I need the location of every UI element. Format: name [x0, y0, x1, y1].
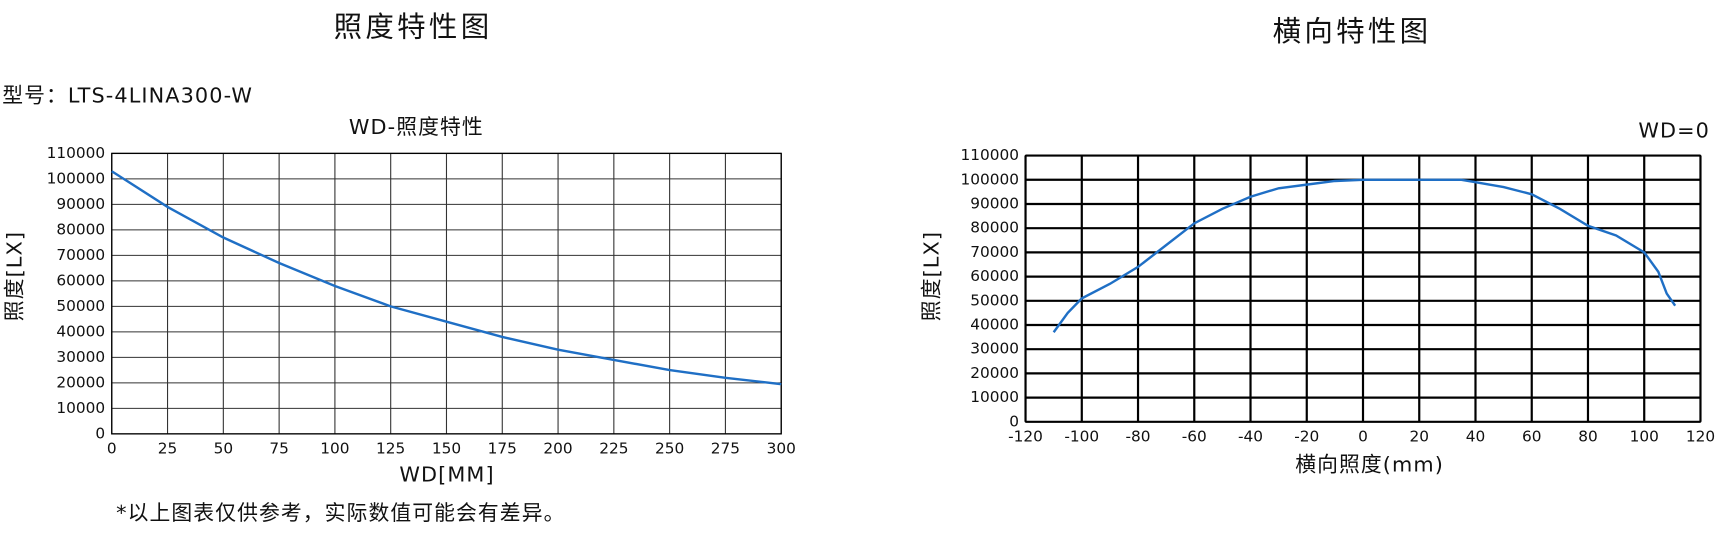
line	[111, 170, 782, 386]
y-tick-label: 100000	[960, 170, 1019, 188]
x-tick-label: 150	[432, 440, 461, 458]
plot-frame	[1024, 154, 1702, 423]
annotation: WD=0	[1638, 118, 1710, 142]
x-tick-label: 125	[376, 440, 405, 458]
heading: 横向特性图	[1273, 15, 1432, 48]
y-tick-label: 20000	[56, 373, 105, 391]
y-tick-label: 70000	[56, 246, 105, 264]
y-tick-label: 110000	[960, 146, 1019, 164]
y-tick-label: 30000	[56, 348, 105, 366]
x-tick-label: 250	[655, 440, 684, 458]
x-tick-label: -80	[1126, 428, 1151, 446]
y-tick-label: 90000	[970, 194, 1019, 212]
y-tick-label: 50000	[56, 297, 105, 315]
y-tick-label: 50000	[970, 291, 1019, 309]
x-tick-label: 300	[767, 440, 796, 458]
x-tick-label: 75	[269, 440, 289, 458]
x-tick-label: 0	[107, 440, 117, 458]
x-label: 横向照度(mm)	[1295, 453, 1444, 477]
y-tick-label: 80000	[970, 219, 1019, 237]
y-tick-label: 70000	[970, 243, 1019, 261]
y-tick-label: 0	[1009, 412, 1019, 430]
y-tick-label: 30000	[970, 340, 1019, 358]
x-tick-label: 0	[1358, 428, 1368, 446]
heading: 照度特性图	[334, 10, 493, 43]
x-tick-label: 80	[1578, 428, 1598, 446]
y-tick-label: 100000	[47, 169, 106, 187]
y-tick-label: 110000	[47, 144, 106, 162]
x-tick-label: 275	[711, 440, 740, 458]
x-tick-label: 100	[320, 440, 349, 458]
x-tick-label: 20	[1409, 428, 1429, 446]
x-tick-label: 200	[543, 440, 572, 458]
x-tick-label: 100	[1630, 428, 1659, 446]
y-tick-label: 40000	[970, 315, 1019, 333]
y-tick-label: 60000	[970, 267, 1019, 285]
y-tick-label: 90000	[56, 195, 105, 213]
x-tick-label: -120	[1008, 428, 1043, 446]
note: *以上图表仅供参考，实际数值可能会有差异。	[116, 501, 565, 525]
x-tick-label: 175	[488, 440, 517, 458]
y-tick-label: 10000	[56, 399, 105, 417]
x-tick-label: 25	[158, 440, 178, 458]
y-label: 照度[LX]	[919, 231, 943, 321]
y-tick-label: 10000	[970, 388, 1019, 406]
model: 型号：LTS-4LINA300-W	[2, 83, 253, 107]
y-tick-label: 20000	[970, 364, 1019, 382]
line	[1052, 178, 1677, 333]
y-label: 照度[LX]	[2, 231, 26, 321]
x-tick-label: -100	[1064, 428, 1099, 446]
y-tick-label: 0	[95, 424, 105, 442]
chart-title: WD-照度特性	[349, 115, 484, 139]
y-tick-label: 40000	[56, 322, 105, 340]
x-tick-label: 225	[599, 440, 628, 458]
y-tick-label: 80000	[56, 220, 105, 238]
x-tick-label: -60	[1182, 428, 1207, 446]
x-tick-label: 40	[1466, 428, 1486, 446]
x-tick-label: 120	[1686, 428, 1715, 446]
x-label: WD[MM]	[399, 462, 494, 486]
x-tick-label: 60	[1522, 428, 1542, 446]
x-tick-label: -40	[1238, 428, 1263, 446]
plot-frame	[111, 152, 782, 435]
x-tick-label: 50	[214, 440, 234, 458]
y-tick-label: 60000	[56, 271, 105, 289]
x-tick-label: -20	[1294, 428, 1319, 446]
